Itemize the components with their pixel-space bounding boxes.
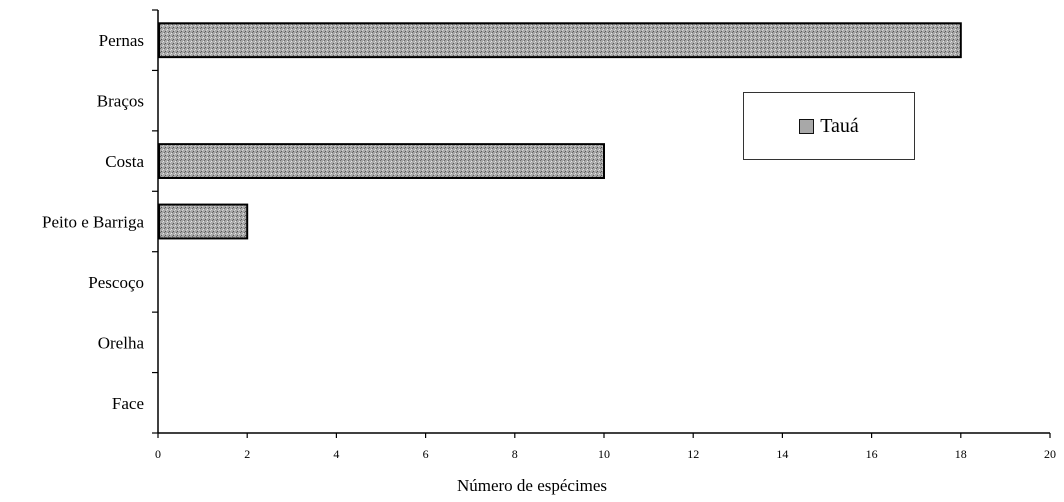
x-tick-label: 6 [423,447,429,461]
x-tick-label: 14 [776,447,788,461]
bar [158,143,605,179]
x-tick-label: 20 [1044,447,1056,461]
x-tick-label: 2 [244,447,250,461]
x-tick-label: 10 [598,447,610,461]
x-tick-label: 18 [955,447,967,461]
bar [158,22,962,59]
bar [158,203,249,240]
y-category-label: Costa [105,152,144,171]
x-tick-label: 4 [333,447,339,461]
y-category-label: Pernas [99,31,144,50]
y-category-label: Face [112,394,144,413]
y-category-label: Peito e Barriga [42,213,144,232]
y-category-label: Orelha [98,333,145,352]
x-axis-label: Número de espécimes [456,476,608,495]
legend-swatch [799,118,815,134]
chart-legend: Tauá [743,92,915,160]
x-tick-label: 16 [866,447,878,461]
x-tick-label: 8 [512,447,518,461]
y-category-label: Braços [97,92,144,111]
y-category-label: Pescoço [88,273,144,292]
legend-label: Tauá [820,114,859,137]
x-tick-label: 12 [687,447,699,461]
x-tick-label: 0 [155,447,161,461]
